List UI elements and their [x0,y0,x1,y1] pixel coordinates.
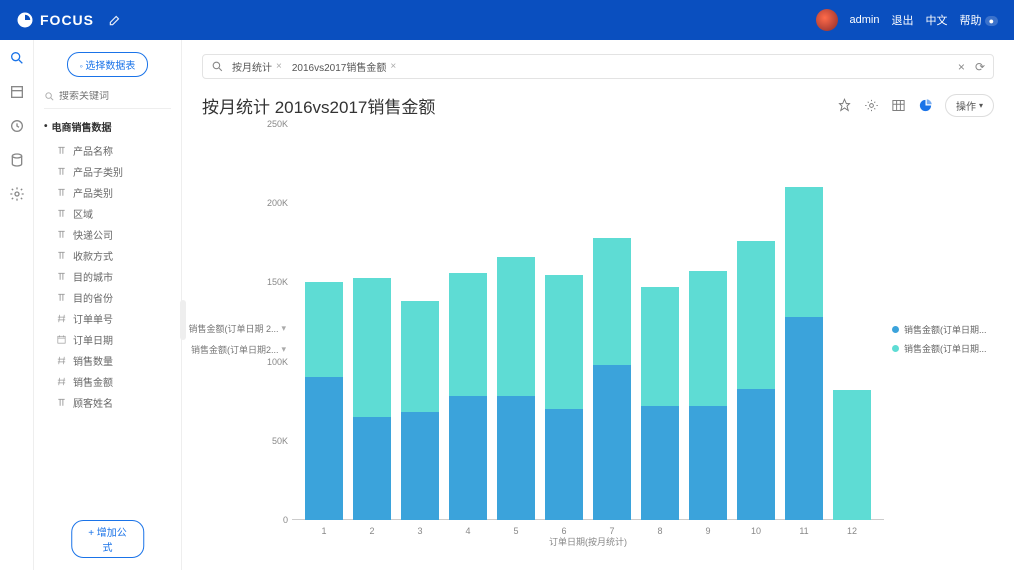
bar-group[interactable]: 2 [353,278,391,520]
app-header: FOCUS admin 退出 中文 帮助 ● [0,0,1014,40]
x-tick-label: 10 [751,526,761,536]
brand-logo[interactable]: FOCUS [16,11,94,29]
tree-item[interactable]: 订单单号 [44,308,171,329]
settings-icon[interactable] [864,98,879,113]
y-tick-label: 250K [267,119,288,129]
table-icon[interactable] [891,98,906,113]
x-tick-label: 4 [465,526,470,536]
x-tick-label: 3 [417,526,422,536]
bar-group[interactable]: 6 [545,275,583,521]
x-tick-label: 11 [799,526,808,536]
chart-legend: 销售金额(订单日期... 销售金额(订单日期... [884,124,994,554]
y-tick-label: 200K [267,198,288,208]
tree-item[interactable]: 销售数量 [44,350,171,371]
tree-item[interactable]: 产品名称 [44,140,171,161]
y-tick-label: 50K [272,436,288,446]
select-table-button[interactable]: ◦ 选择数据表 [67,52,149,77]
chart-area: 销售金额(订单日期 2...▾ 销售金额(订单日期2...▾ 123456789… [202,124,994,554]
chart-plot: 123456789101112 订单日期(按月统计) 050K100K150K2… [292,124,884,554]
tree-item[interactable]: 目的城市 [44,266,171,287]
bar-group[interactable]: 8 [641,287,679,520]
y-tick-label: 100K [267,357,288,367]
x-tick-label: 1 [321,526,326,536]
clock-icon[interactable] [9,118,25,134]
icon-rail [0,40,34,570]
brand-text: FOCUS [40,12,94,28]
legend-item[interactable]: 销售金额(订单日期... [892,323,994,336]
bar-group[interactable]: 9 [689,271,727,520]
series-config-item[interactable]: 销售金额(订单日期 2...▾ [202,322,286,335]
data-icon[interactable] [9,152,25,168]
bar-group[interactable]: 10 [737,241,775,520]
x-tick-label: 5 [513,526,518,536]
query-pill[interactable]: 按月统计 × [232,59,282,74]
avatar[interactable] [816,9,838,31]
tree-item[interactable]: 目的省份 [44,287,171,308]
bar-group[interactable]: 3 [401,301,439,520]
field-tree: 电商销售数据 产品名称产品子类别产品类别区域快递公司收款方式目的城市目的省份订单… [44,119,171,558]
sidebar-search [44,91,171,109]
gear-icon[interactable] [9,186,25,202]
header-left: FOCUS [16,11,122,29]
search-icon [44,91,55,102]
tree-item[interactable]: 快递公司 [44,224,171,245]
pin-icon[interactable] [837,98,852,113]
tree-item[interactable]: 产品子类别 [44,161,171,182]
sidebar-search-input[interactable] [59,91,171,102]
username[interactable]: admin [850,14,880,26]
x-axis-title: 订单日期(按月统计) [549,535,627,548]
tree-item[interactable]: 订单日期 [44,329,171,350]
bar-group[interactable]: 1 [305,282,343,520]
logout-link[interactable]: 退出 [892,12,914,28]
header-right: admin 退出 中文 帮助 ● [816,9,998,31]
x-tick-label: 12 [847,526,857,536]
y-tick-label: 150K [267,277,288,287]
clear-query-icon[interactable]: × [958,60,965,74]
y-tick-label: 0 [283,515,288,525]
bar-group[interactable]: 4 [449,273,487,520]
board-icon[interactable] [9,84,25,100]
edit-icon[interactable] [108,13,122,27]
tree-group[interactable]: 电商销售数据 [44,119,171,134]
chart-icon[interactable] [918,98,933,113]
lang-switch[interactable]: 中文 [926,12,948,28]
x-tick-label: 8 [657,526,662,536]
bar-group[interactable]: 11 [785,187,823,520]
legend-item[interactable]: 销售金额(订单日期... [892,342,994,355]
series-config-item[interactable]: 销售金额(订单日期2...▾ [202,343,286,356]
chart-toolbar: 操作▾ [837,94,994,117]
x-tick-label: 2 [369,526,374,536]
operations-button[interactable]: 操作▾ [945,94,994,117]
chart-title: 按月统计 2016vs2017销售金额 [202,93,435,118]
add-formula-button[interactable]: + 增加公式 [71,520,145,558]
pill-close-icon[interactable]: × [390,61,396,72]
tree-item[interactable]: 销售金额 [44,371,171,392]
search-icon[interactable] [9,50,25,66]
tree-item[interactable]: 产品类别 [44,182,171,203]
bar-group[interactable]: 7 [593,238,631,520]
refresh-icon[interactable]: ⟳ [975,60,985,74]
x-tick-label: 9 [705,526,710,536]
query-pill[interactable]: 2016vs2017销售金额 × [292,59,396,74]
series-config: 销售金额(订单日期 2...▾ 销售金额(订单日期2...▾ [202,124,292,554]
pill-close-icon[interactable]: × [276,61,282,72]
sidebar: ◦ 选择数据表 电商销售数据 产品名称产品子类别产品类别区域快递公司收款方式目的… [34,40,182,570]
bar-group[interactable]: 5 [497,257,535,520]
logo-icon [16,11,34,29]
query-bar: 按月统计 × 2016vs2017销售金额 × × ⟳ [202,54,994,79]
search-icon [211,60,224,73]
tree-item[interactable]: 区域 [44,203,171,224]
help-link[interactable]: 帮助 ● [960,12,999,28]
title-row: 按月统计 2016vs2017销售金额 操作▾ [202,93,994,118]
main-panel: 按月统计 × 2016vs2017销售金额 × × ⟳ 按月统计 2016vs20… [182,40,1014,570]
tree-item[interactable]: 顾客姓名 [44,392,171,413]
tree-item[interactable]: 收款方式 [44,245,171,266]
bar-group[interactable]: 12 [833,390,871,520]
